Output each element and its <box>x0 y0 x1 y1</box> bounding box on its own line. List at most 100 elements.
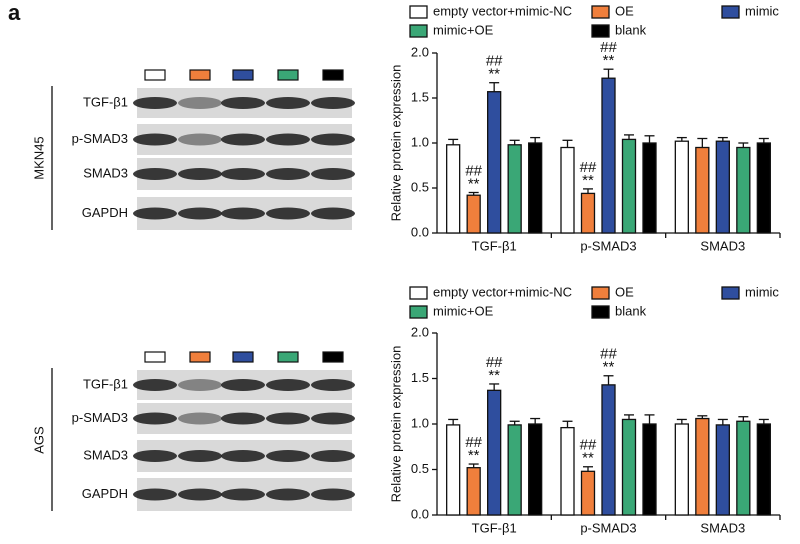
panel-label: a <box>8 0 21 25</box>
blot-band <box>178 412 222 425</box>
bar <box>487 389 502 516</box>
blot-band <box>133 133 177 146</box>
legend-label: mimic <box>745 3 779 18</box>
blot-band <box>311 488 355 501</box>
bar <box>528 423 543 516</box>
protein-label: SMAD3 <box>83 447 128 462</box>
legend-swatch <box>591 305 610 319</box>
blot-band <box>266 450 310 462</box>
lane-key <box>189 351 211 363</box>
blot-band <box>178 97 222 109</box>
x-tick-label: p-SMAD3 <box>580 520 636 535</box>
legend-label: mimic+OE <box>433 303 494 318</box>
legend-swatch <box>409 286 428 300</box>
x-tick-label: TGF-β1 <box>472 520 517 535</box>
blot-band <box>221 450 265 462</box>
bar <box>528 142 543 234</box>
x-tick-label: TGF-β1 <box>472 238 517 253</box>
significance-mark: ## <box>580 437 597 454</box>
blot-band <box>311 207 355 220</box>
blot-band <box>266 133 310 146</box>
blot-band <box>178 133 222 146</box>
lane-key <box>232 351 254 363</box>
blot-band <box>133 168 177 180</box>
blot-band <box>311 168 355 180</box>
legend-swatch <box>721 286 740 300</box>
blot-band <box>221 97 265 109</box>
lane-key <box>277 69 299 81</box>
blot-band <box>266 168 310 180</box>
y-tick-label: 1.0 <box>411 134 429 149</box>
bar <box>715 140 730 234</box>
legend-swatch <box>409 24 428 38</box>
y-tick-label: 2.0 <box>411 324 429 339</box>
blot-band <box>133 207 177 220</box>
y-tick-label: 0.5 <box>411 179 429 194</box>
blot-band <box>178 488 222 501</box>
bar <box>674 423 689 516</box>
legend-swatch <box>591 24 610 38</box>
bar <box>715 424 730 516</box>
legend-label: mimic <box>745 284 779 299</box>
bar <box>756 142 771 234</box>
y-tick-label: 0.5 <box>411 461 429 476</box>
blot-band <box>133 379 177 391</box>
blot-band <box>221 168 265 180</box>
significance-mark: ** <box>488 367 500 384</box>
protein-label: GAPDH <box>82 205 128 220</box>
blot-band <box>133 412 177 425</box>
legend-label: blank <box>615 22 647 37</box>
protein-label: TGF-β1 <box>83 376 128 391</box>
bar <box>674 140 689 234</box>
blot-band <box>311 133 355 146</box>
significance-mark: ## <box>486 354 503 371</box>
significance-mark: ** <box>603 359 615 376</box>
y-axis-label: Relative protein expression <box>388 65 403 222</box>
blot-band <box>311 379 355 391</box>
blot-band <box>221 379 265 391</box>
y-tick-label: 2.0 <box>411 44 429 59</box>
significance-mark: ** <box>582 450 594 467</box>
blot-band <box>221 412 265 425</box>
legend-swatch <box>591 286 610 300</box>
legend-swatch <box>409 5 428 19</box>
blot-band <box>221 488 265 501</box>
legend-swatch <box>409 305 428 319</box>
lane-key <box>189 69 211 81</box>
legend-label: empty vector+mimic-NC <box>433 3 572 18</box>
cell-line-label: MKN45 <box>31 136 46 179</box>
blot-band <box>311 450 355 462</box>
lane-key <box>232 69 254 81</box>
bar <box>487 91 502 234</box>
bar <box>580 470 596 516</box>
blot-band <box>133 450 177 462</box>
significance-mark: ## <box>580 159 597 176</box>
bar <box>621 138 637 234</box>
legend-label: OE <box>615 284 634 299</box>
blot-band <box>133 488 177 501</box>
significance-mark: ** <box>603 52 615 69</box>
bar <box>466 194 481 234</box>
bar <box>695 417 710 516</box>
bar <box>560 426 575 516</box>
y-axis-label: Relative protein expression <box>388 346 403 503</box>
lane-key <box>144 351 166 363</box>
legend-swatch <box>721 5 740 19</box>
lane-key <box>322 351 344 363</box>
blot-band <box>178 450 222 462</box>
bar <box>695 146 710 234</box>
blot-band <box>133 97 177 109</box>
protein-label: SMAD3 <box>83 165 128 180</box>
blot-band <box>266 412 310 425</box>
y-tick-label: 0.0 <box>411 506 429 521</box>
blot-band <box>311 412 355 425</box>
protein-label: p-SMAD3 <box>72 131 128 146</box>
lane-key <box>144 69 166 81</box>
bar <box>642 423 657 516</box>
protein-label: GAPDH <box>82 486 128 501</box>
bar <box>736 146 751 234</box>
blot-band <box>178 379 222 391</box>
significance-mark: ** <box>468 175 480 192</box>
bar <box>580 192 596 234</box>
